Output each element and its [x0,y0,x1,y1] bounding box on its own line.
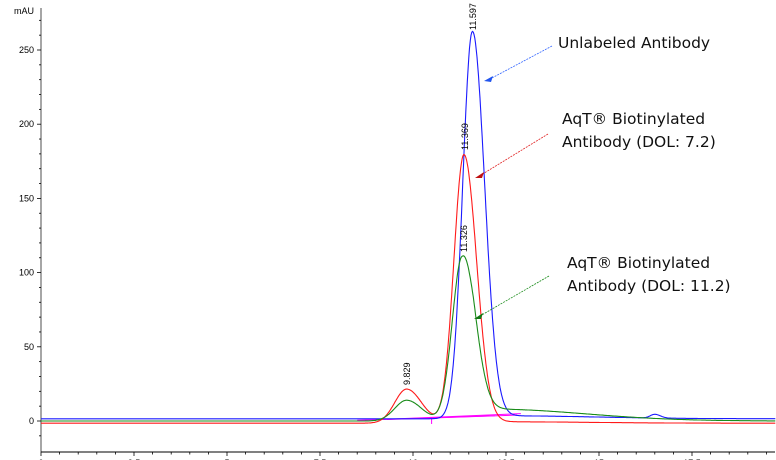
y-tick-label: 150 [19,193,34,203]
y-tick-label: 200 [19,119,34,129]
series-line-2 [41,255,776,422]
peak-labels: 11.597 11.369 11.326 9.829 [402,3,478,385]
y-axis-label: mAU [14,6,34,16]
x-tick-label: 5 [224,458,229,460]
peak-label-red: 11.369 [460,123,470,150]
arrow-head-green [474,313,483,319]
axes: 0 50 100 150 200 250 mAU 0 2.5 5 7.5 10 12.5 15 17.5 m [14,6,776,460]
arrow-head-blue [484,76,493,82]
x-tick-label: 7.5 [314,458,327,460]
arrow-line-green [479,275,550,317]
peak-label-small: 9.829 [402,362,412,385]
peak-label-green: 11.326 [459,225,469,252]
annotation-arrows [474,45,553,319]
x-tick-label: 2.5 [128,458,141,460]
y-tick-label: 250 [19,45,34,55]
annotation-dol-11-2: AqT® Biotinylated Antibody (DOL: 11.2) [567,254,731,295]
x-axis-label: m [773,458,776,460]
y-tick-label: 100 [19,268,34,278]
curves [41,30,776,424]
arrow-line-blue [489,45,553,80]
y-tick-label: 50 [24,342,34,352]
series-line-1 [41,154,776,424]
x-tick-label: 12.5 [497,458,515,460]
arrow-line-red [480,133,549,176]
arrow-head-red [475,172,484,178]
x-tick-label: 0 [38,458,43,460]
peak-label-blue: 11.597 [468,3,478,30]
annotation-unlabeled: Unlabeled Antibody [558,34,711,52]
y-tick-label: 0 [29,416,34,426]
series-line-0 [41,30,776,420]
x-tick-label: 10 [408,458,418,460]
annotation-dol-7-2: AqT® Biotinylated Antibody (DOL: 7.2) [562,110,716,151]
x-tick-label: 15 [594,458,604,460]
x-tick-label: 17.5 [683,458,701,460]
